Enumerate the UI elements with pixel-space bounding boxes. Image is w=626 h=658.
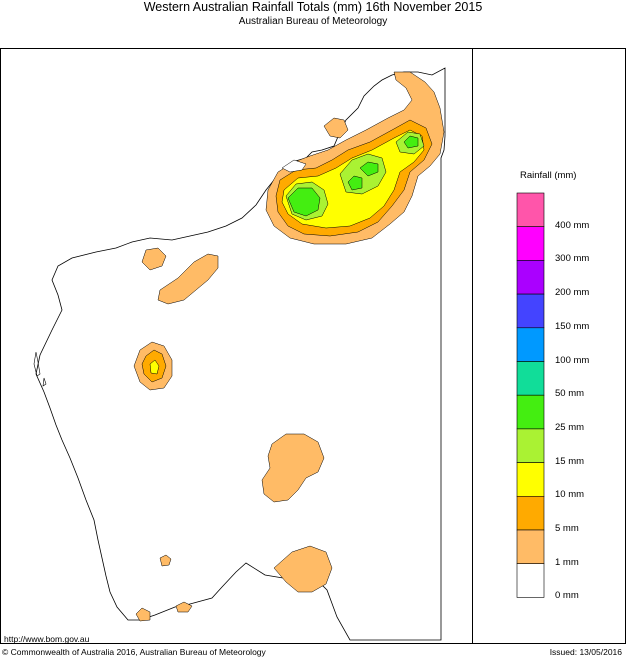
map-subtitle: Australian Bureau of Meteorology [238,16,388,27]
legend-swatch [516,495,545,531]
legend-swatch [516,293,545,329]
legend-label: 25 mm [555,421,585,433]
legend-swatch [516,361,545,396]
rain-area-albany [175,601,193,613]
legend-label: 100 mm [555,354,590,366]
legend-swatch [516,226,545,261]
legend-label: 400 mm [555,219,590,231]
rainfall-25mm-areas [287,135,419,217]
map-title: Western Australian Rainfall Totals (mm) … [143,0,483,14]
legend-swatch [516,327,545,362]
legend-swatch [516,563,545,598]
footer-copyright: © Commonwealth of Australia 2016, Austra… [2,647,266,657]
rain-25mm-central-b [347,175,363,191]
legend-label: 1 mm [555,556,579,568]
rain-area-pilbara-central [157,253,219,305]
rain-area-wheatbelt-small [159,554,172,567]
legend-label: 150 mm [555,320,590,332]
rain-area-south-coast [273,545,333,593]
legend-label: 200 mm [555,287,590,299]
legend-label: 5 mm [555,523,579,534]
rain-area-pilbara-west [141,247,167,271]
rainfall-map [0,48,626,644]
footer-url[interactable]: http://www.bom.gov.au [4,634,90,644]
legend-label: 0 mm [555,590,579,602]
legend-label: 10 mm [555,489,585,501]
legend-title: Rainfall (mm) [520,170,577,181]
legend-label: 50 mm [555,388,585,400]
rain-area-kimberley-cape [323,117,349,139]
footer-issued-date: Issued: 13/05/2016 [549,647,622,657]
legend-swatch [516,260,545,295]
rain-area-goldfields [261,433,325,503]
rain-25mm-east [403,135,419,149]
legend-frame [472,48,626,644]
coastal-inlet [281,159,307,173]
rain-25mm-central-a [359,161,379,177]
legend-swatch [516,462,545,497]
island-shark-bay [33,351,41,377]
legend-label: 300 mm [555,253,590,265]
island-houtman [42,377,47,387]
rain-10mm-gascoyne [149,359,160,375]
legend-label: 15 mm [555,455,585,467]
legend-swatch [516,394,545,430]
legend-swatch [516,428,545,463]
rain-25mm-west [287,187,321,217]
legend-swatch [516,192,545,228]
legend-swatch [516,529,545,565]
legend-color-scale [516,192,545,598]
rain-area-southwest-tip [135,607,151,622]
